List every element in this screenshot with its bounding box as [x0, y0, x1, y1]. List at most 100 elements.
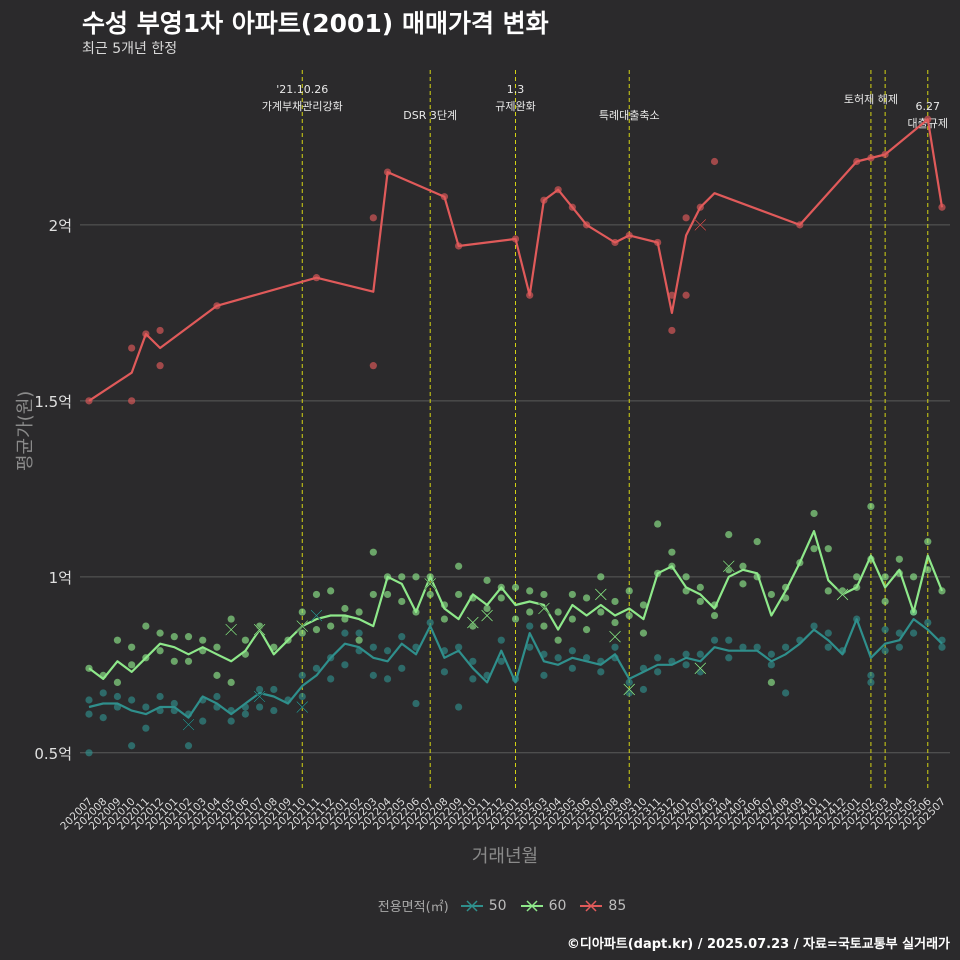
x-marker-60	[424, 577, 437, 590]
x-marker-50	[310, 609, 323, 622]
point-50	[383, 675, 392, 683]
point-60	[455, 590, 463, 599]
point-50	[99, 714, 107, 722]
point-60	[611, 597, 619, 606]
point-60	[725, 530, 733, 539]
x-marker-60	[623, 683, 636, 696]
point-60	[113, 636, 122, 644]
point-50	[99, 689, 107, 697]
point-50	[767, 650, 776, 658]
point-60	[156, 647, 164, 655]
point-50	[938, 643, 946, 651]
point-85	[369, 214, 377, 222]
point-60	[170, 633, 178, 641]
point-50	[85, 710, 93, 718]
chart-title: 수성 부영1차 아파트(2001) 매매가격 변화	[82, 9, 549, 38]
point-60	[355, 636, 363, 644]
point-60	[582, 626, 591, 634]
point-60	[227, 678, 235, 687]
event-label: DSR 3단계	[403, 109, 457, 122]
point-50	[256, 703, 264, 711]
event-label: 1.3	[507, 83, 525, 96]
point-50	[867, 671, 875, 679]
point-60	[639, 629, 648, 637]
point-60	[227, 615, 235, 623]
point-60	[924, 538, 932, 546]
x-marker-stroke	[296, 701, 309, 713]
x-marker-60	[609, 630, 621, 643]
point-85	[369, 362, 377, 370]
point-60	[128, 643, 136, 651]
source-caption: ©디아파트(dapt.kr) / 2025.07.23 / 자료=국토교통부 실…	[566, 937, 950, 952]
x-marker-50	[253, 690, 266, 703]
point-50	[753, 643, 761, 651]
point-60	[455, 562, 463, 570]
point-50	[867, 678, 875, 687]
chart-subtitle: 최근 5개년 한정	[82, 41, 178, 57]
point-60	[170, 657, 178, 665]
point-50	[767, 661, 776, 669]
legend-item-50: 50	[460, 898, 507, 914]
point-85	[128, 397, 136, 405]
x-marker-stroke	[623, 683, 636, 696]
point-60	[113, 678, 122, 687]
point-60	[924, 566, 932, 574]
legend-label-85: 85	[608, 897, 627, 914]
x-marker-stroke	[253, 623, 266, 636]
point-60	[398, 573, 406, 581]
x-marker-stroke	[253, 690, 266, 703]
x-marker-60	[466, 616, 479, 629]
point-60	[440, 615, 449, 623]
point-50	[184, 742, 193, 750]
point-50	[682, 650, 690, 658]
point-85	[156, 326, 164, 335]
point-50	[625, 689, 633, 697]
point-50	[568, 664, 576, 672]
point-60	[767, 590, 776, 599]
point-50	[455, 643, 463, 651]
point-50	[597, 668, 605, 676]
point-60	[426, 590, 434, 599]
point-60	[739, 562, 747, 570]
x-marker-stroke	[481, 609, 493, 622]
point-60	[341, 604, 349, 613]
y-tick-label: 1.5억	[34, 393, 72, 411]
event-label: '21.10.26	[276, 83, 328, 96]
point-50	[782, 643, 790, 651]
point-50	[213, 692, 221, 701]
point-50	[554, 654, 562, 662]
x-marker-stroke	[225, 623, 237, 636]
point-50	[341, 661, 349, 669]
legend-item-85: 85	[580, 898, 626, 914]
point-60	[369, 590, 377, 599]
x-marker-50	[182, 718, 195, 731]
point-60	[327, 622, 335, 630]
legend-title: 전용면적(㎡)	[377, 900, 449, 915]
point-60	[696, 597, 704, 606]
point-50	[142, 703, 150, 711]
point-50	[270, 685, 278, 694]
point-50	[113, 692, 122, 701]
point-60	[341, 615, 349, 623]
point-60	[469, 622, 477, 630]
point-60	[540, 590, 548, 599]
point-50	[725, 636, 733, 644]
point-60	[540, 622, 548, 630]
event-label: 특례대출축소	[599, 109, 660, 122]
point-60	[312, 626, 321, 634]
point-60	[526, 587, 534, 595]
point-60	[483, 576, 491, 584]
x-marker-60	[253, 623, 266, 636]
series-line-60	[88, 529, 944, 681]
point-60	[184, 633, 193, 641]
point-60	[554, 608, 562, 616]
point-50	[355, 629, 363, 637]
point-60	[128, 661, 136, 669]
point-60	[398, 597, 406, 606]
point-50	[497, 657, 505, 665]
legend-item-60: 60	[520, 898, 566, 914]
point-60	[298, 629, 306, 637]
legend-key-85-icon	[580, 899, 603, 912]
